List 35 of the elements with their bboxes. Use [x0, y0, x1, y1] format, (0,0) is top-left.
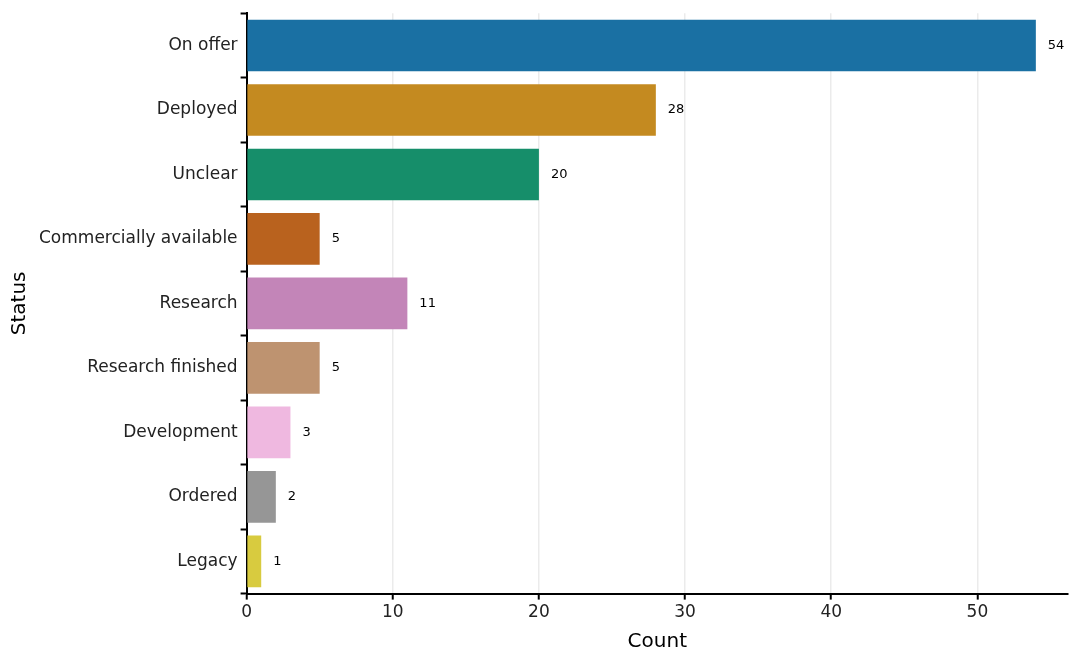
bar: [247, 406, 291, 459]
data-label: 3: [302, 423, 311, 439]
x-tick-label: 0: [241, 601, 253, 622]
data-label: 5: [331, 359, 340, 375]
x-tick-label: 40: [820, 601, 843, 622]
y-tick-label: Legacy: [177, 549, 238, 570]
data-label: 2: [287, 488, 297, 504]
y-axis-title: Status: [6, 271, 31, 336]
y-tick-label: Ordered: [168, 485, 238, 506]
bar: [247, 342, 320, 394]
x-tick-label: 30: [674, 601, 696, 622]
y-tick-label: Unclear: [172, 162, 238, 183]
y-tick-label: On offer: [168, 33, 238, 54]
bar: [247, 148, 539, 201]
x-axis-title: Count: [627, 628, 688, 653]
data-label: 11: [419, 294, 436, 310]
bar: [247, 535, 262, 588]
bar: [247, 19, 1036, 72]
x-tick-label: 10: [381, 601, 404, 622]
data-label: 54: [1047, 36, 1065, 52]
y-tick-label: Deployed: [156, 98, 238, 119]
bar: [247, 213, 320, 265]
data-label: 28: [667, 101, 685, 117]
data-label: 1: [273, 552, 282, 568]
bar: [247, 471, 276, 523]
x-tick-label: 50: [966, 601, 989, 622]
data-label: 5: [331, 230, 340, 246]
data-label: 20: [550, 165, 568, 181]
bar: [247, 84, 656, 136]
y-tick-label: Research finished: [87, 356, 238, 377]
x-tick-label: 20: [528, 601, 550, 622]
bar: [247, 277, 408, 330]
y-tick-label: Research: [159, 291, 238, 312]
y-tick-label: Commercially available: [38, 227, 238, 248]
y-tick-label: Development: [123, 420, 238, 441]
